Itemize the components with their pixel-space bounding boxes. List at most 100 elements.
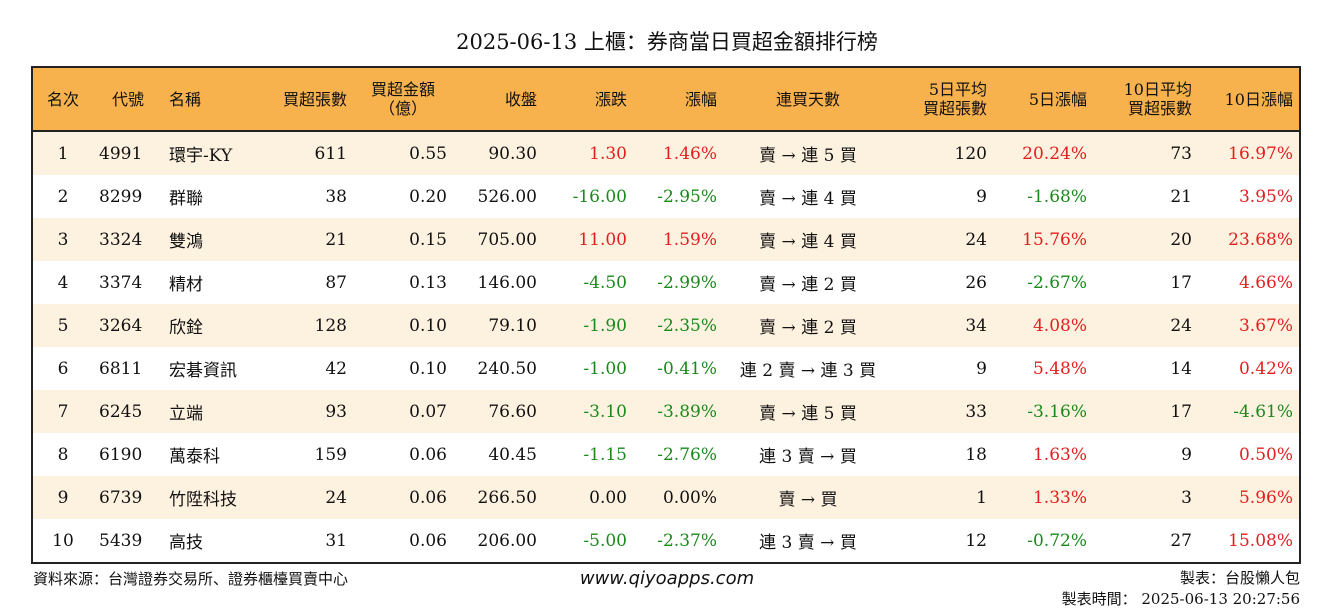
cell-avg10: 14	[1093, 347, 1198, 390]
cell-pct5: 20.24%	[993, 131, 1093, 175]
cell-avg10: 24	[1093, 304, 1198, 347]
cell-rank: 2	[33, 175, 93, 218]
table-row: 6 6811 宏碁資訊 42 0.10 240.50 -1.00 -0.41% 連 2 賣 → …	[33, 347, 1299, 390]
cell-streak: 賣 → 連 5 買	[723, 131, 893, 175]
table-body: 1 4991 環宇-KY 611 0.55 90.30 1.30 1.46% 賣 → 連 5 買…	[33, 131, 1299, 562]
cell-avg5: 9	[893, 175, 993, 218]
cell-change: -5.00	[543, 519, 633, 562]
cell-change: -3.10	[543, 390, 633, 433]
cell-buy-lots: 159	[263, 433, 353, 476]
cell-change: 11.00	[543, 218, 633, 261]
cell-avg10: 27	[1093, 519, 1198, 562]
header-rank: 名次	[33, 68, 93, 132]
cell-change: -1.00	[543, 347, 633, 390]
cell-pct10: -4.61%	[1198, 390, 1299, 433]
cell-change-pct: -2.35%	[633, 304, 723, 347]
cell-pct5: -0.72%	[993, 519, 1093, 562]
cell-rank: 10	[33, 519, 93, 562]
cell-pct5: 1.63%	[993, 433, 1093, 476]
cell-close: 146.00	[453, 261, 543, 304]
ranking-table: 名次 代號 名稱 買超張數 買超金額 （億） 收盤 漲跌 漲幅 連買天數 5日平均…	[33, 68, 1299, 562]
cell-buy-lots: 611	[263, 131, 353, 175]
cell-change-pct: 1.46%	[633, 131, 723, 175]
cell-pct5: 15.76%	[993, 218, 1093, 261]
cell-change-pct: -2.99%	[633, 261, 723, 304]
header-change: 漲跌	[543, 68, 633, 132]
table-row: 10 5439 高技 31 0.06 206.00 -5.00 -2.37% 連 3 賣 → 買…	[33, 519, 1299, 562]
cell-rank: 4	[33, 261, 93, 304]
cell-name: 環宇-KY	[163, 131, 263, 175]
cell-pct10: 15.08%	[1198, 519, 1299, 562]
cell-name: 精材	[163, 261, 263, 304]
table-row: 3 3324 雙鴻 21 0.15 705.00 11.00 1.59% 賣 → 連 4 買 24…	[33, 218, 1299, 261]
cell-avg10: 3	[1093, 476, 1198, 519]
cell-avg10: 73	[1093, 131, 1198, 175]
cell-close: 90.30	[453, 131, 543, 175]
cell-streak: 連 3 賣 → 買	[723, 519, 893, 562]
table-row: 8 6190 萬泰科 159 0.06 40.45 -1.15 -2.76% 連 3 賣 → 買…	[33, 433, 1299, 476]
cell-rank: 6	[33, 347, 93, 390]
page-title: 2025-06-13 上櫃：券商當日買超金額排行榜	[456, 30, 878, 54]
cell-code: 3324	[93, 218, 163, 261]
cell-avg10: 20	[1093, 218, 1198, 261]
cell-avg10: 21	[1093, 175, 1198, 218]
cell-change-pct: 0.00%	[633, 476, 723, 519]
cell-name: 雙鴻	[163, 218, 263, 261]
cell-code: 8299	[93, 175, 163, 218]
cell-avg5: 120	[893, 131, 993, 175]
table-header-row: 名次 代號 名稱 買超張數 買超金額 （億） 收盤 漲跌 漲幅 連買天數 5日平均…	[33, 68, 1299, 132]
cell-buy-lots: 42	[263, 347, 353, 390]
header-close: 收盤	[453, 68, 543, 132]
cell-buy-lots: 38	[263, 175, 353, 218]
header-name: 名稱	[163, 68, 263, 132]
header-pct5: 5日漲幅	[993, 68, 1093, 132]
cell-change-pct: 1.59%	[633, 218, 723, 261]
cell-pct10: 3.67%	[1198, 304, 1299, 347]
header-avg10: 10日平均 買超張數	[1093, 68, 1198, 132]
cell-avg5: 34	[893, 304, 993, 347]
cell-name: 竹陞科技	[163, 476, 263, 519]
cell-code: 6811	[93, 347, 163, 390]
cell-pct5: 1.33%	[993, 476, 1093, 519]
cell-name: 萬泰科	[163, 433, 263, 476]
cell-pct10: 0.42%	[1198, 347, 1299, 390]
cell-pct10: 4.66%	[1198, 261, 1299, 304]
cell-rank: 9	[33, 476, 93, 519]
header-buy-lots: 買超張數	[263, 68, 353, 132]
cell-rank: 1	[33, 131, 93, 175]
cell-pct10: 5.96%	[1198, 476, 1299, 519]
cell-code: 5439	[93, 519, 163, 562]
cell-code: 3264	[93, 304, 163, 347]
cell-close: 40.45	[453, 433, 543, 476]
cell-streak: 賣 → 連 2 買	[723, 261, 893, 304]
table-row: 7 6245 立端 93 0.07 76.60 -3.10 -3.89% 賣 → 連 5 買 33…	[33, 390, 1299, 433]
ranking-table-container: 名次 代號 名稱 買超張數 買超金額 （億） 收盤 漲跌 漲幅 連買天數 5日平均…	[31, 66, 1301, 564]
cell-pct10: 16.97%	[1198, 131, 1299, 175]
cell-close: 206.00	[453, 519, 543, 562]
cell-change: -16.00	[543, 175, 633, 218]
cell-close: 705.00	[453, 218, 543, 261]
header-avg5: 5日平均 買超張數	[893, 68, 993, 132]
cell-code: 6190	[93, 433, 163, 476]
cell-buy-lots: 24	[263, 476, 353, 519]
cell-streak: 賣 → 連 4 買	[723, 218, 893, 261]
cell-buy-lots: 21	[263, 218, 353, 261]
cell-code: 3374	[93, 261, 163, 304]
header-pct10: 10日漲幅	[1198, 68, 1299, 132]
cell-buy-lots: 87	[263, 261, 353, 304]
header-buy-amount: 買超金額 （億）	[353, 68, 453, 132]
cell-buy-lots: 128	[263, 304, 353, 347]
cell-name: 群聯	[163, 175, 263, 218]
cell-change: -1.15	[543, 433, 633, 476]
cell-streak: 賣 → 連 5 買	[723, 390, 893, 433]
cell-change: -4.50	[543, 261, 633, 304]
cell-code: 4991	[93, 131, 163, 175]
cell-buy-amount: 0.55	[353, 131, 453, 175]
cell-buy-lots: 31	[263, 519, 353, 562]
cell-buy-amount: 0.06	[353, 519, 453, 562]
cell-pct5: -2.67%	[993, 261, 1093, 304]
table-row: 9 6739 竹陞科技 24 0.06 266.50 0.00 0.00% 賣 → 買 1 1.33…	[33, 476, 1299, 519]
cell-change: -1.90	[543, 304, 633, 347]
cell-avg5: 18	[893, 433, 993, 476]
cell-close: 76.60	[453, 390, 543, 433]
